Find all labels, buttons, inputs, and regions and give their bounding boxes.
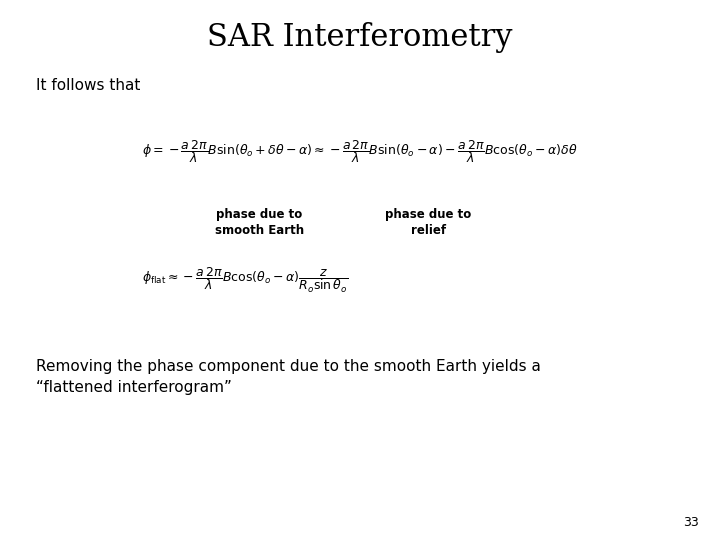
Text: SAR Interferometry: SAR Interferometry <box>207 22 513 52</box>
Text: It follows that: It follows that <box>36 78 140 93</box>
Text: phase due to
relief: phase due to relief <box>385 208 472 237</box>
Text: Removing the phase component due to the smooth Earth yields a
“flattened interfe: Removing the phase component due to the … <box>36 359 541 395</box>
Text: phase due to
smooth Earth: phase due to smooth Earth <box>215 208 304 237</box>
Text: $\phi_{\mathrm{flat}} \approx -\dfrac{a\,2\pi}{\lambda}B\cos(\theta_o - \alpha)\: $\phi_{\mathrm{flat}} \approx -\dfrac{a\… <box>142 266 348 295</box>
Text: 33: 33 <box>683 516 698 529</box>
Text: $\phi = -\dfrac{a\,2\pi}{\lambda}B\sin(\theta_o + \delta\theta - \alpha) \approx: $\phi = -\dfrac{a\,2\pi}{\lambda}B\sin(\… <box>143 138 577 165</box>
